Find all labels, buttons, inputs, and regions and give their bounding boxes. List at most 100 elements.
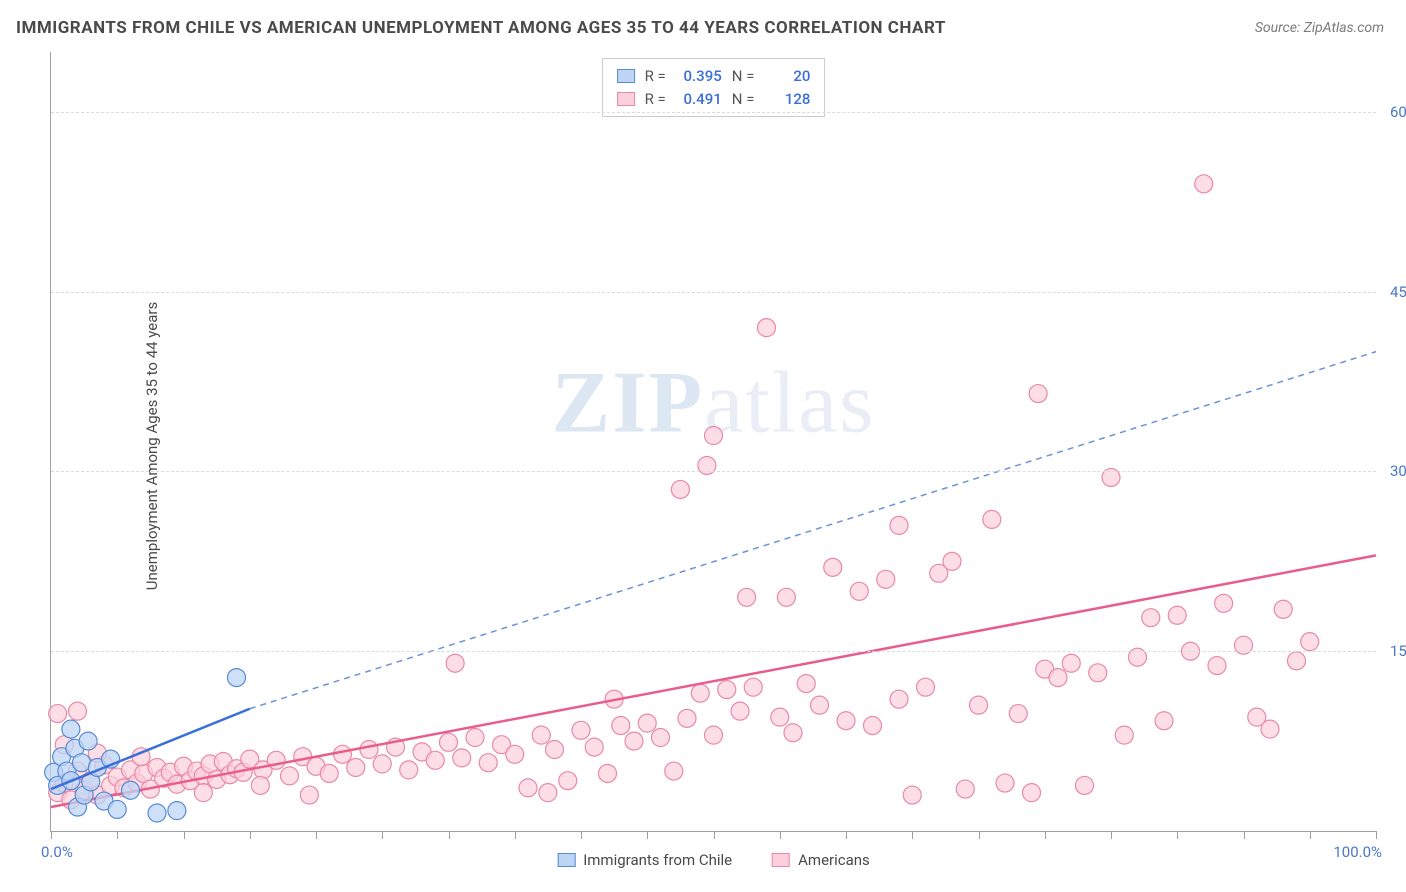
data-point [148,804,166,822]
data-point [1062,654,1080,672]
x-tick [647,831,648,839]
data-point [1261,720,1279,738]
data-point [1301,633,1319,651]
stat-label: N = [732,88,755,111]
data-point [1049,669,1067,687]
data-point [1288,652,1306,670]
data-point [1215,594,1233,612]
x-axis-legend: Immigrants from Chile Americans [557,851,870,869]
data-point [837,712,855,730]
data-point [678,709,696,727]
x-tick [51,831,52,839]
data-point [671,480,689,498]
data-point [1274,600,1292,618]
data-point [228,669,246,687]
stat-label: N = [732,65,755,88]
data-point [585,738,603,756]
data-point [1142,609,1160,627]
data-point [705,427,723,445]
data-point [108,800,126,818]
data-point [1155,712,1173,730]
plot-area: ZIPatlas R = 0.395 N = 20 R = 0.491 N = … [50,52,1376,832]
data-point [1208,657,1226,675]
x-tick [1045,831,1046,839]
data-point [506,745,524,763]
data-point [49,705,67,723]
data-point [784,724,802,742]
data-point [996,774,1014,792]
x-tick [117,831,118,839]
swatch-blue-icon [557,853,575,867]
data-point [1009,705,1027,723]
data-point [599,764,617,782]
data-point [718,681,736,699]
data-point [400,761,418,779]
data-point [744,678,762,696]
data-point [943,552,961,570]
trend-line [250,352,1376,709]
data-point [440,733,458,751]
data-point [251,776,269,794]
data-point [705,726,723,744]
data-point [1195,175,1213,193]
gridline [51,471,1376,472]
y-tick-label: 15.0% [1378,642,1406,660]
data-point [72,754,90,772]
x-axis-min-label: 0.0% [41,843,73,861]
x-axis-max-label: 100.0% [1333,843,1382,861]
data-point [771,708,789,726]
data-point [79,732,97,750]
data-point [731,702,749,720]
data-point [347,758,365,776]
data-point [811,696,829,714]
stat-value: 128 [764,88,810,111]
data-point [890,690,908,708]
data-point [1168,606,1186,624]
x-tick [382,831,383,839]
x-tick [316,831,317,839]
data-point [426,751,444,769]
data-point [466,729,484,747]
legend-label: Immigrants from Chile [583,851,732,869]
legend-item-2: Americans [772,851,870,869]
data-point [956,780,974,798]
data-point [903,786,921,804]
stat-value: 20 [764,65,810,88]
data-point [519,779,537,797]
x-tick [449,831,450,839]
data-point [360,741,378,759]
data-point [824,558,842,576]
y-tick-label: 60.0% [1378,103,1406,121]
chart-title: IMMIGRANTS FROM CHILE VS AMERICAN UNEMPL… [16,18,946,38]
data-point [652,729,670,747]
x-tick [250,831,251,839]
data-point [917,678,935,696]
source-label: Source: ZipAtlas.com [1255,20,1384,36]
x-tick [714,831,715,839]
x-tick [1111,831,1112,839]
data-point [334,745,352,763]
data-point [194,784,212,802]
data-point [758,319,776,337]
x-tick [184,831,185,839]
swatch-blue-icon [617,69,635,83]
data-point [281,767,299,785]
x-tick [515,831,516,839]
x-tick [1310,831,1311,839]
stat-label: R = [645,88,666,111]
data-point [970,696,988,714]
gridline [51,292,1376,293]
data-point [691,684,709,702]
data-point [446,654,464,672]
data-point [320,764,338,782]
data-point [69,702,87,720]
x-tick [846,831,847,839]
swatch-pink-icon [772,853,790,867]
data-point [890,516,908,534]
gridline [51,112,1376,113]
data-point [638,714,656,732]
x-tick [1244,831,1245,839]
stat-label: R = [645,65,666,88]
gridline [51,651,1376,652]
data-point [777,588,795,606]
